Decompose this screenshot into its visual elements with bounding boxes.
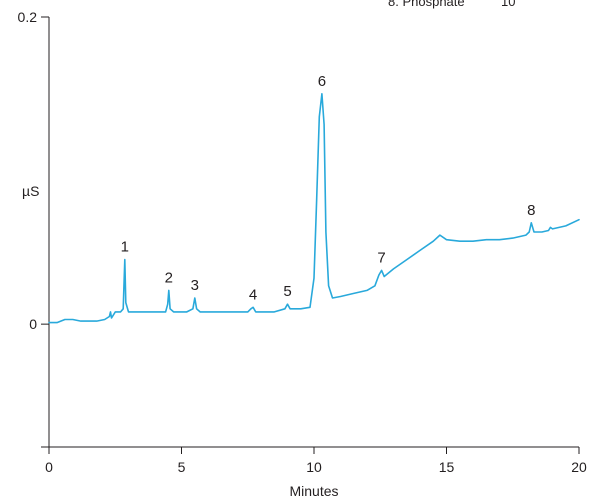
- y-axis-ticks: 0.20: [18, 9, 49, 448]
- legend-compound-value: 10: [501, 0, 515, 9]
- peak-label-8: 8: [527, 202, 535, 219]
- y-axis-title: µS: [22, 183, 39, 199]
- legend-fragment: 8. Phosphate 10: [388, 0, 515, 9]
- x-tick-label-5: 5: [178, 459, 186, 475]
- peak-label-2: 2: [165, 269, 173, 286]
- x-tick-label-0: 0: [45, 459, 53, 475]
- x-axis-ticks: 0 5 10 15 20: [45, 447, 587, 475]
- peak-label-1: 1: [121, 239, 129, 256]
- y-tick-label-1: 0: [29, 316, 37, 332]
- series-line-0: [48, 93, 580, 324]
- x-tick-label-20: 20: [571, 459, 587, 475]
- peak-label-7: 7: [377, 249, 385, 266]
- axes: [48, 17, 579, 448]
- x-axis-title: Minutes: [289, 483, 338, 499]
- x-tick-label-15: 15: [439, 459, 455, 475]
- peak-label-4: 4: [249, 286, 257, 303]
- legend-compound-name: 8. Phosphate: [388, 0, 465, 9]
- peak-label-3: 3: [191, 277, 199, 294]
- peak-label-6: 6: [318, 73, 326, 90]
- x-tick-label-10: 10: [306, 459, 322, 475]
- series-layer: [48, 93, 580, 324]
- y-tick-label-0: 0.2: [18, 9, 38, 25]
- peak-label-5: 5: [283, 283, 291, 300]
- peak-labels: 1 2 3 4 5 6 7 8: [121, 73, 536, 303]
